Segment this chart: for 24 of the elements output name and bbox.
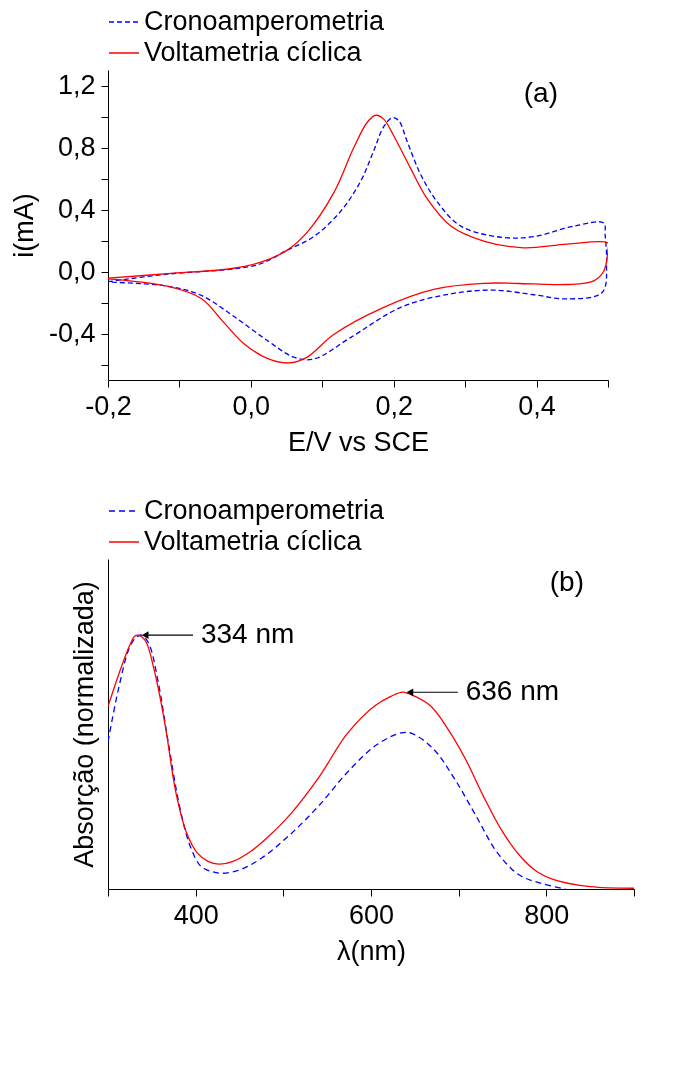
x-tick-label: 800 bbox=[524, 899, 570, 930]
text: (b) bbox=[549, 566, 584, 597]
x-tick-label: 0,0 bbox=[232, 390, 271, 421]
annotation: 334 nm bbox=[200, 618, 295, 650]
annotation: (a) bbox=[523, 77, 558, 108]
x-tick-label: 600 bbox=[348, 899, 395, 930]
x-tick-label: 0,4 bbox=[518, 390, 556, 421]
annotation: 636 nm bbox=[465, 675, 560, 707]
legend-label: Voltametria cíclica bbox=[144, 37, 363, 67]
y-tick-label: 0,8 bbox=[57, 132, 96, 162]
legend-label: Voltametria cíclica bbox=[144, 526, 363, 556]
x-tick-label: -0,2 bbox=[85, 390, 132, 421]
x-tick-label: 400 bbox=[173, 899, 219, 930]
legend-label: Cronoamperometria bbox=[144, 6, 386, 36]
x-tick-label: 0,2 bbox=[375, 390, 413, 421]
x-axis-title: E/V vs SCE bbox=[287, 426, 430, 457]
y-tick-label: -0,4 bbox=[48, 318, 96, 348]
y-tick-label: 1,2 bbox=[57, 70, 96, 100]
y-axis-title: Absorção (normalizada) bbox=[68, 581, 99, 868]
y-tick-label: 0,4 bbox=[57, 194, 96, 224]
legend-label: Cronoamperometria bbox=[144, 495, 386, 525]
x-axis-title: λ(nm) bbox=[337, 935, 406, 966]
y-axis-title: i(mA) bbox=[8, 193, 39, 258]
y-tick-label: 0,0 bbox=[57, 256, 96, 286]
